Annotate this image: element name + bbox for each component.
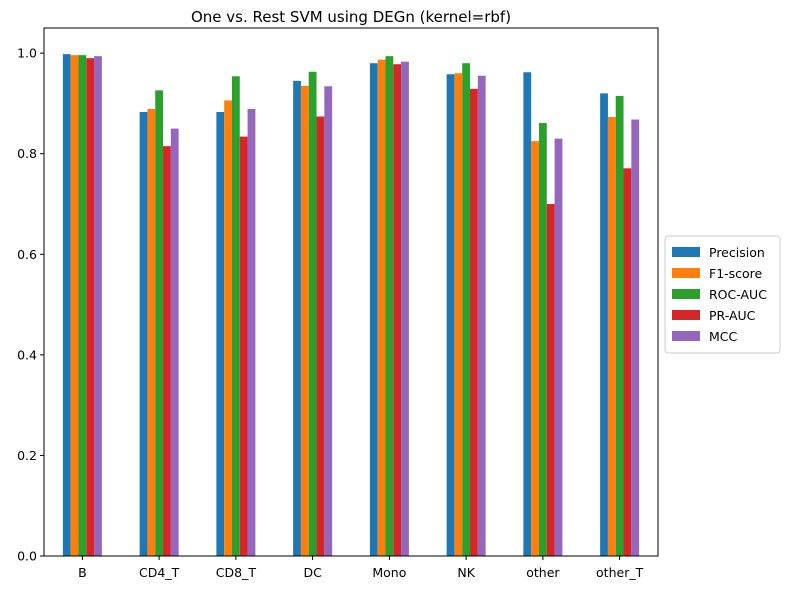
y-tick-label: 0.2 <box>17 448 37 463</box>
y-tick-label: 0.0 <box>17 549 37 564</box>
bar-pr-auc-cd4-t <box>163 146 171 557</box>
bar-mcc-dc <box>324 86 333 556</box>
bar-precision-other <box>523 72 532 556</box>
x-tick-label: CD4_T <box>139 565 180 580</box>
bar-f1-score-other-t <box>607 117 616 556</box>
bar-roc-auc-mono <box>385 56 394 556</box>
legend-swatch-roc-auc <box>672 289 700 299</box>
axes-group: 0.0 0.2 0.4 0.6 0.8 1.0 B CD4_T CD8_T DC Mono NK oth… <box>17 27 659 580</box>
legend-label-mcc: MCC <box>709 329 738 344</box>
x-tick-label: B <box>78 565 87 580</box>
bar-f1-score-other <box>531 141 539 556</box>
y-tick-label: 0.6 <box>17 247 37 262</box>
legend: Precision F1-score ROC-AUC PR-AUC MCC <box>664 235 781 354</box>
bar-f1-score-dc <box>300 85 309 556</box>
legend-swatch-mcc <box>672 331 700 341</box>
bar-precision-mono <box>369 63 378 556</box>
bar-mcc-other-t <box>631 119 640 557</box>
bar-mcc-nk <box>477 75 486 557</box>
plot-frame <box>43 27 659 557</box>
bar-f1-score-cd8-t <box>224 100 232 556</box>
bar-roc-auc-b <box>78 55 87 557</box>
legend-label-f1-score: F1-score <box>709 266 763 281</box>
x-tick-label: CD8_T <box>216 565 257 580</box>
bar-mcc-b <box>94 56 102 556</box>
bar-precision-other-t <box>600 93 608 557</box>
bar-pr-auc-cd8-t <box>239 136 248 556</box>
bar-mcc-cd8-t <box>247 108 256 557</box>
bar-roc-auc-cd8-t <box>231 76 240 557</box>
bars-group <box>62 54 640 557</box>
bar-pr-auc-dc <box>316 116 325 556</box>
chart-title: One vs. Rest SVM using DEGn (kernel=rbf) <box>191 8 511 26</box>
bar-f1-score-cd4-t <box>147 108 156 557</box>
legend-box <box>664 235 781 354</box>
x-tick-label: other <box>526 565 560 580</box>
bar-f1-score-b <box>70 55 79 557</box>
legend-label-roc-auc: ROC-AUC <box>709 287 767 302</box>
x-tick-label: DC <box>303 565 322 580</box>
bar-roc-auc-dc <box>308 71 317 556</box>
x-tick-label: NK <box>457 565 475 580</box>
bar-pr-auc-other <box>546 204 555 556</box>
bar-precision-nk <box>446 74 455 556</box>
bar-pr-auc-other-t <box>623 168 632 557</box>
bar-precision-cd4-t <box>139 111 148 556</box>
bar-mcc-other <box>554 138 563 556</box>
bar-roc-auc-nk <box>462 63 471 556</box>
x-tick-label: other_T <box>596 565 644 580</box>
bar-roc-auc-other <box>538 123 547 556</box>
bar-precision-cd8-t <box>216 111 225 556</box>
legend-label-pr-auc: PR-AUC <box>709 308 756 323</box>
bar-pr-auc-nk <box>470 88 478 556</box>
bar-roc-auc-other-t <box>615 95 624 556</box>
legend-swatch-precision <box>672 247 700 257</box>
bar-precision-b <box>62 54 71 557</box>
bar-f1-score-mono <box>377 59 386 557</box>
y-tick-label: 0.4 <box>17 347 37 362</box>
bar-mcc-cd4-t <box>170 128 179 556</box>
bar-roc-auc-cd4-t <box>155 90 164 556</box>
legend-swatch-pr-auc <box>672 310 700 320</box>
bar-pr-auc-b <box>86 58 95 557</box>
bar-precision-dc <box>293 80 301 557</box>
legend-swatch-f1-score <box>672 268 700 278</box>
bar-mcc-mono <box>401 61 409 556</box>
legend-label-precision: Precision <box>709 245 765 260</box>
y-tick-label: 0.8 <box>17 146 37 161</box>
bar-f1-score-nk <box>454 73 463 556</box>
x-tick-label: Mono <box>372 565 406 580</box>
y-tick-label: 1.0 <box>17 46 37 61</box>
bar-pr-auc-mono <box>393 64 402 557</box>
